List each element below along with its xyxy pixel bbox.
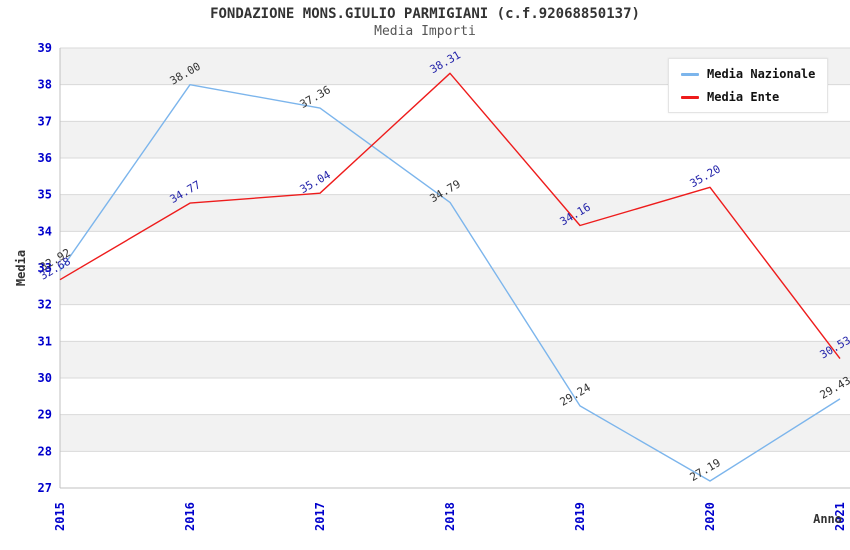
y-tick-label: 27: [38, 481, 52, 495]
x-tick-label: 2016: [183, 502, 197, 531]
grid-band: [60, 121, 850, 158]
x-tick-label: 2019: [573, 502, 587, 531]
legend-item-media-nazionale: Media Nazionale: [681, 67, 815, 81]
y-tick-label: 38: [38, 78, 52, 92]
y-tick-label: 29: [38, 408, 52, 422]
grid-band: [60, 414, 850, 452]
x-tick-label: 2017: [313, 502, 327, 531]
x-tick-label: 2020: [703, 502, 717, 531]
series-line-media-nazionale: [59, 83, 841, 482]
x-tick-label: 2018: [443, 502, 457, 531]
data-point-label: 35.04: [298, 168, 334, 196]
x-tick-label: 2015: [53, 502, 67, 531]
y-tick-label: 39: [38, 41, 52, 55]
y-tick-label: 35: [38, 188, 52, 202]
legend-swatch-media-ente: [681, 95, 699, 99]
data-point-label: 27.19: [688, 456, 723, 484]
y-tick-label: 30: [38, 371, 52, 385]
y-tick-label: 36: [38, 151, 52, 165]
chart-subtitle: Media Importi: [374, 24, 476, 39]
grid-band: [60, 194, 850, 232]
y-tick-label: 31: [38, 334, 52, 348]
grid-band: [60, 268, 850, 305]
data-point-label: 35.20: [688, 162, 723, 190]
x-tick-label: 2021: [833, 502, 847, 531]
grid-band: [60, 341, 850, 378]
legend-label: Media Nazionale: [707, 67, 816, 81]
data-point-label: 29.24: [558, 381, 594, 409]
y-tick-label: 34: [38, 224, 52, 238]
x-axis-title: Anno: [813, 512, 842, 526]
series-line-media-ente: [59, 72, 841, 360]
chart-title: FONDAZIONE MONS.GIULIO PARMIGIANI (c.f.9…: [210, 6, 640, 22]
y-tick-label: 37: [38, 114, 52, 128]
y-tick-label: 33: [38, 261, 52, 275]
legend-swatch-media-nazionale: [681, 72, 699, 76]
legend: Media Nazionale Media Ente: [668, 58, 829, 113]
y-tick-label: 32: [38, 298, 52, 312]
legend-label: Media Ente: [707, 90, 780, 104]
y-tick-label: 28: [38, 444, 52, 458]
legend-item-media-ente: Media Ente: [681, 90, 815, 104]
y-axis-title: Media: [14, 250, 28, 286]
